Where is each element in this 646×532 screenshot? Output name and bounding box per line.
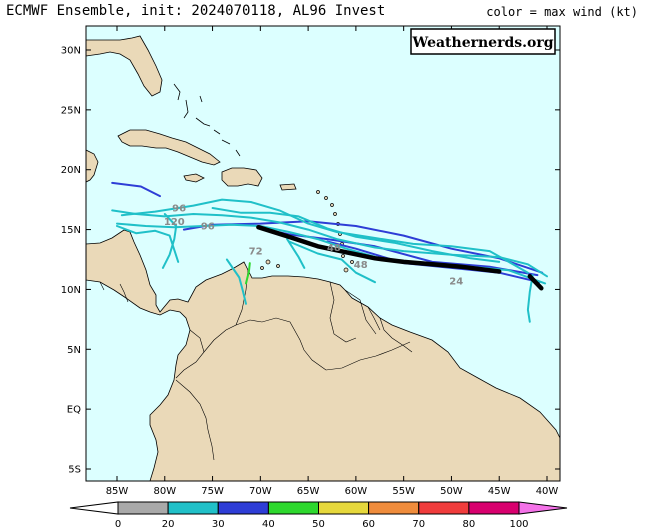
latitude-tick-label: 30N [61, 46, 81, 57]
yucatan-peninsula [86, 149, 99, 183]
ensemble-track-7 [120, 198, 529, 274]
forecast-hour-labels: 96 120 96 72 48 48 24 [164, 204, 463, 288]
ensemble-track-16 [256, 224, 502, 274]
longitude-tick-label: 75W [201, 486, 224, 497]
forecast-hour-label: 120 [164, 217, 185, 228]
latitude-tick-label: EQ [67, 405, 81, 416]
ensemble-track-3 [259, 227, 539, 277]
latitude-tick-label: 15N [61, 225, 81, 236]
forecast-hour-label: 96 [172, 204, 186, 215]
ensemble-track-5 [111, 209, 548, 278]
chart-title: ECMWF Ensemble, init: 2024070118, AL96 I… [6, 3, 386, 19]
color-legend-note: color = max wind (kt) [486, 5, 638, 19]
puerto-rico-island [279, 183, 297, 191]
ensemble-track-14 [225, 258, 247, 305]
forecast-hour-label: 96 [201, 222, 215, 233]
latitude-tick-label: 10N [61, 285, 81, 296]
ensemble-track-1 [111, 181, 161, 198]
ensemble-track-17 [527, 274, 544, 291]
latitude-tick-label: 5N [67, 345, 81, 356]
latitude-tick-label: 5S [68, 465, 81, 476]
ensemble-track-13 [526, 274, 534, 323]
forecast-hour-label: 72 [249, 247, 263, 258]
forecast-hour-label: 48 [354, 260, 368, 271]
ensemble-track-12 [286, 238, 306, 269]
colorbar-tick-label: 100 [509, 519, 528, 530]
florida-peninsula [86, 35, 163, 97]
colorbar-tick-label: 30 [212, 519, 225, 530]
colorbar-tick-label: 60 [362, 519, 375, 530]
longitude-tick-label: 50W [440, 486, 463, 497]
colorbar-segment [468, 501, 520, 515]
land-masses [86, 35, 560, 481]
bahamas-islands [173, 83, 241, 157]
longitude-tick-label: 55W [392, 486, 415, 497]
latitude-tick-label: 20N [61, 165, 81, 176]
map-frame [85, 25, 561, 482]
colorbar-tick-label: 70 [412, 519, 425, 530]
jamaica-island [183, 173, 205, 183]
longitude-tick-label: 85W [106, 486, 129, 497]
latitude-tick-label: 25N [61, 105, 81, 116]
weathernerds-logo: Weathernerds.org [412, 35, 554, 51]
ensemble-track-9 [161, 213, 178, 269]
colorbar-segment [267, 501, 319, 515]
ensemble-track-8 [116, 225, 180, 263]
colorbar-segment [368, 501, 420, 515]
ensemble-tracks [111, 181, 548, 323]
ensemble-track-11 [288, 240, 376, 284]
longitude-tick-label: 40W [536, 486, 559, 497]
longitude-tick-label: 65W [297, 486, 320, 497]
forecast-hour-label: 48 [327, 243, 341, 254]
ensemble-track-15 [245, 262, 251, 285]
colorbar-segment [117, 501, 169, 515]
longitude-tick-label: 70W [249, 486, 272, 497]
logo-box [410, 28, 556, 55]
colorbar-segment [217, 501, 269, 515]
wind-colorbar: 0 20 30 40 50 60 70 80 100 [69, 501, 568, 530]
colorbar-over-triangle [518, 501, 568, 515]
colorbar-under-triangle [69, 501, 119, 515]
hispaniola-island [221, 167, 263, 187]
country-borders [99, 269, 413, 461]
latitude-labels: 30N 25N 20N 15N 10N 5N EQ 5S [61, 46, 560, 476]
longitude-labels: 85W 80W 75W 70W 65W 60W 55W 50W 45W 40W [106, 26, 559, 497]
colorbar-tick-label: 50 [312, 519, 325, 530]
colorbar-tick-label: 80 [463, 519, 476, 530]
longitude-tick-label: 45W [488, 486, 511, 497]
colorbar-segment [167, 501, 219, 515]
colorbar-tick-label: 0 [115, 519, 121, 530]
longitude-tick-label: 60W [345, 486, 368, 497]
ensemble-track-10 [211, 207, 501, 263]
south-central-america-landmass [86, 229, 560, 481]
forecast-hour-label: 24 [449, 277, 463, 288]
cuba-island [117, 129, 221, 166]
colorbar-tick-label: 40 [262, 519, 275, 530]
colorbar-tick-label: 20 [162, 519, 175, 530]
colorbar-segment [418, 501, 470, 515]
longitude-tick-label: 80W [153, 486, 176, 497]
colorbar-segment [318, 501, 370, 515]
